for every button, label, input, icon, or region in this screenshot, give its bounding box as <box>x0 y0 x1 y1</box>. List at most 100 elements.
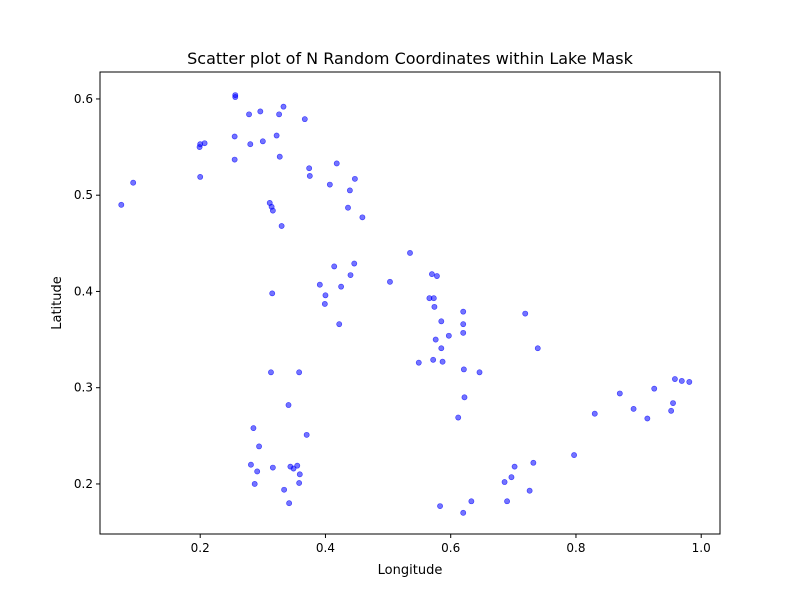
data-point <box>276 153 283 160</box>
chart-title: Scatter plot of N Random Coordinates wit… <box>187 49 633 68</box>
data-point <box>296 471 303 478</box>
data-point <box>347 272 354 278</box>
data-point <box>460 509 467 516</box>
data-point <box>678 378 685 384</box>
data-point <box>504 498 510 505</box>
data-point <box>118 201 125 208</box>
data-point <box>247 141 254 148</box>
data-point <box>508 474 515 481</box>
data-point <box>359 214 366 221</box>
data-point <box>306 165 313 172</box>
data-point <box>346 187 353 194</box>
data-point <box>644 415 651 422</box>
data-point <box>616 390 623 397</box>
data-point <box>303 431 310 438</box>
data-point <box>246 111 252 118</box>
ticks-layer: 0.2 0.4 0.6 0.8 1.0 0.2 0.3 0.4 0.5 0.6 <box>74 92 711 555</box>
data-point <box>251 481 258 487</box>
data-point <box>256 443 262 450</box>
data-point <box>326 181 333 188</box>
data-point <box>429 271 435 278</box>
x-tick-label: 0.4 <box>316 541 335 555</box>
data-point <box>296 369 303 376</box>
data-point <box>273 132 280 139</box>
data-point <box>306 173 313 179</box>
data-point <box>130 179 137 186</box>
data-point <box>439 358 446 365</box>
data-point <box>296 480 303 486</box>
y-tick-label: 0.6 <box>74 92 93 106</box>
data-point <box>286 500 293 507</box>
data-point <box>455 414 462 421</box>
data-point <box>468 498 475 505</box>
data-point <box>431 303 438 310</box>
x-tick-label: 0.8 <box>566 541 585 555</box>
data-point <box>248 461 254 468</box>
data-point <box>672 376 678 382</box>
data-point <box>278 223 285 229</box>
x-tick-label: 0.2 <box>191 541 210 555</box>
data-point <box>331 263 338 270</box>
y-axis-label: Latitude <box>50 276 65 330</box>
data-point <box>294 462 301 469</box>
data-point <box>460 366 467 373</box>
data-point <box>571 452 577 458</box>
data-point <box>269 464 276 471</box>
data-point <box>231 133 238 140</box>
data-point <box>460 321 467 328</box>
data-point <box>461 394 468 401</box>
data-point <box>415 359 422 366</box>
data-point <box>526 487 533 494</box>
data-point <box>430 295 437 302</box>
plot-frame <box>99 71 721 535</box>
data-point <box>351 260 358 267</box>
data-point <box>269 207 276 214</box>
data-point <box>686 379 693 385</box>
data-point <box>333 160 340 167</box>
x-tick-label: 1.0 <box>692 541 711 555</box>
data-point <box>534 345 541 352</box>
points-layer <box>118 92 693 516</box>
data-point <box>338 283 345 290</box>
data-point <box>668 407 675 414</box>
data-point <box>438 318 445 325</box>
data-point <box>670 400 676 406</box>
data-point <box>197 174 204 180</box>
data-point <box>387 278 393 285</box>
data-point <box>254 468 261 475</box>
data-point <box>316 281 323 288</box>
y-tick-label: 0.5 <box>74 188 93 202</box>
data-point <box>437 503 443 509</box>
data-point <box>281 486 288 493</box>
data-point <box>407 250 413 256</box>
data-point <box>322 292 329 299</box>
data-point <box>460 329 467 336</box>
data-point <box>276 111 283 118</box>
y-tick-label: 0.4 <box>74 284 93 298</box>
data-point <box>290 465 297 472</box>
data-point <box>651 385 658 392</box>
data-point <box>285 402 292 408</box>
data-point <box>522 310 529 317</box>
x-axis-label: Longitude <box>378 563 443 578</box>
data-point <box>460 308 467 315</box>
data-point <box>530 459 537 466</box>
data-point <box>591 410 598 417</box>
data-point <box>430 356 437 363</box>
data-point <box>257 108 264 115</box>
data-point <box>259 138 266 145</box>
data-point <box>351 175 358 182</box>
data-point <box>321 301 328 307</box>
data-point <box>250 425 257 432</box>
data-point <box>231 156 238 163</box>
data-point <box>630 405 637 412</box>
data-point <box>432 336 439 343</box>
data-point <box>511 463 518 470</box>
data-point <box>268 369 274 376</box>
data-point <box>345 204 351 211</box>
y-tick-label: 0.2 <box>74 477 93 491</box>
y-tick-label: 0.3 <box>74 381 93 395</box>
data-point <box>434 273 440 279</box>
